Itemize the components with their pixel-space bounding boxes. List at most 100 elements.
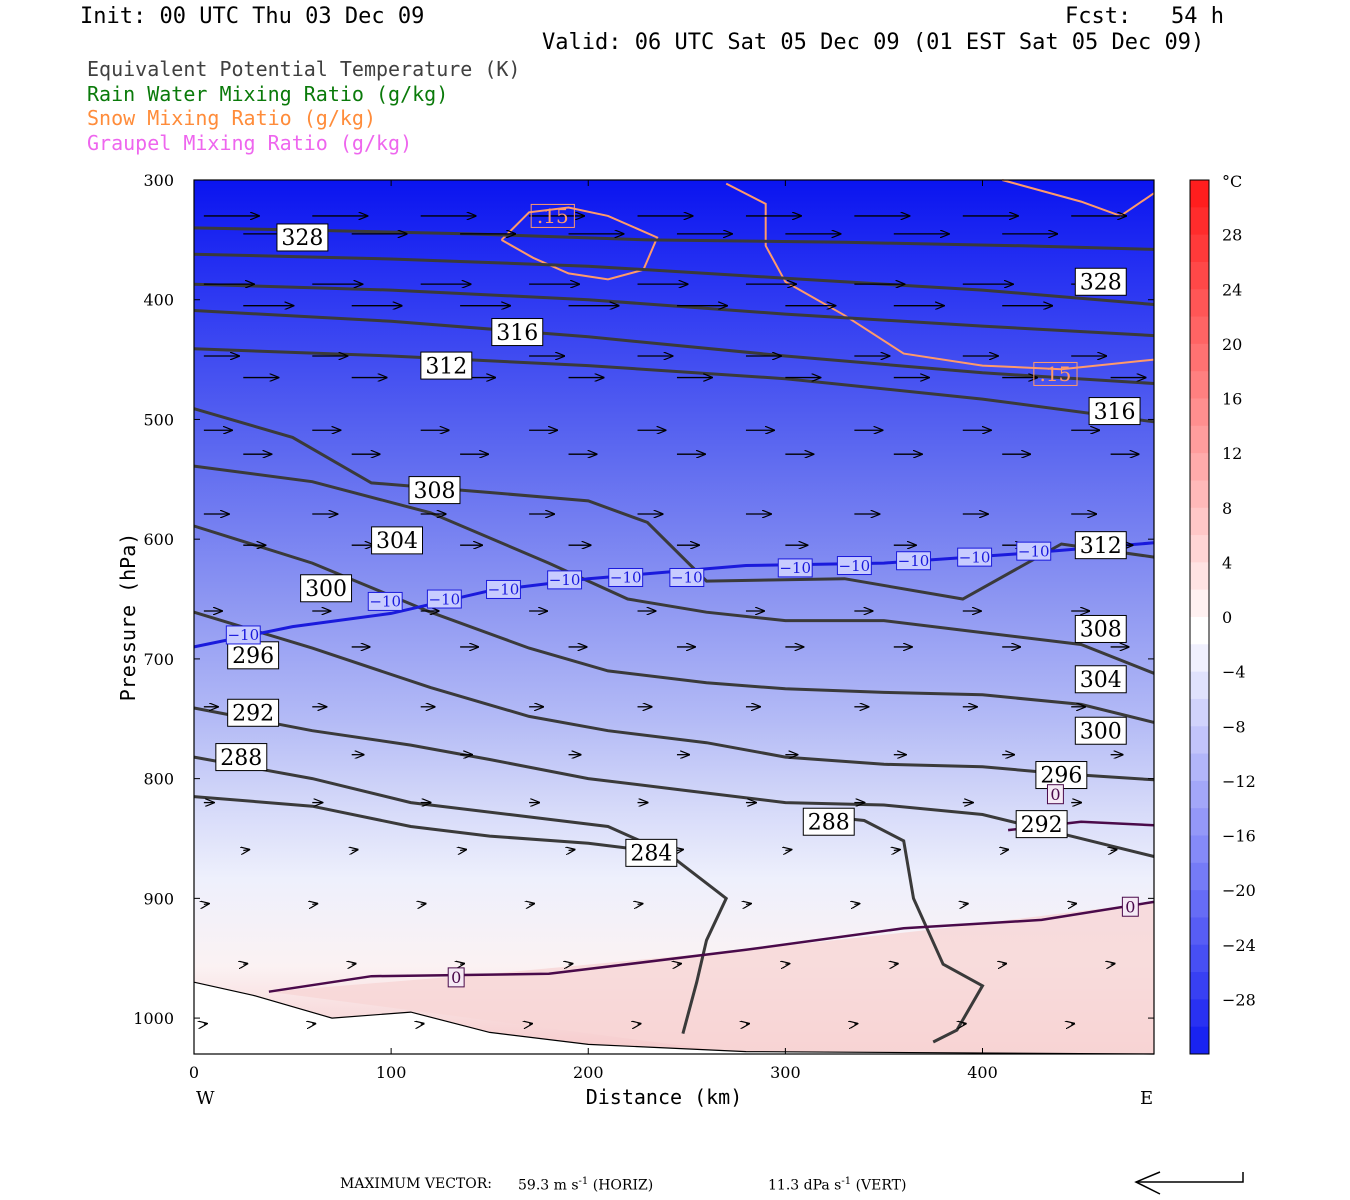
contour-label: 288: [220, 746, 262, 771]
colorbar-segment: [1190, 425, 1209, 454]
vert-exp: -1: [841, 1176, 852, 1187]
horiz-tag: (HORIZ): [592, 1177, 654, 1194]
wind-vector: [1002, 964, 1006, 965]
contour-label: −10: [779, 559, 811, 577]
x-tick-label: 400: [967, 1063, 998, 1082]
contour-label: 0: [1050, 785, 1060, 804]
colorbar-segment: [1190, 753, 1209, 782]
wind-vector: [243, 850, 249, 851]
wind-vector: [963, 904, 968, 905]
vert-tag: (VERT): [855, 1177, 907, 1194]
colorbar-tick-label: −12: [1222, 772, 1256, 791]
contour-label-box: [300, 574, 353, 603]
wind-vector: [421, 904, 426, 905]
contour-label-box: [1074, 267, 1127, 296]
contour-label-box: [420, 351, 473, 380]
contour-label-box: [367, 591, 403, 611]
vert-unit: dPa s: [803, 1177, 842, 1194]
contour-label: 304: [1080, 668, 1122, 693]
legend-snow: Snow Mixing Ratio (g/kg): [87, 106, 376, 130]
theta-e-contour-308-5: [193, 407, 1155, 601]
colorbar-tick-label: 12: [1222, 444, 1242, 463]
contour-label: 308: [413, 479, 455, 504]
vert-value: 11.3: [768, 1177, 800, 1194]
colorbar-segment: [1190, 617, 1209, 645]
contour-label-box: [669, 567, 705, 587]
theta-e-contour-320-2: [193, 282, 1155, 338]
colorbar-segment: [1190, 890, 1209, 918]
zero-degree-contour-0: [268, 900, 1155, 993]
wind-vector: [569, 850, 575, 851]
y-tick-label: 900: [143, 889, 174, 908]
colorbar-tick-label: 28: [1222, 226, 1242, 245]
colorbar-segment: [1190, 316, 1209, 345]
wind-vector: [894, 964, 898, 965]
colorbar-segment: [1190, 862, 1209, 891]
contour-label: 328: [281, 226, 323, 251]
colorbar-segment: [1190, 589, 1209, 618]
wind-vector: [1111, 850, 1117, 851]
colorbar-segment: [1190, 261, 1209, 290]
theta-e-contour-316-3: [193, 309, 1155, 385]
contour-label: 328: [1080, 270, 1122, 295]
wind-vector: [785, 850, 791, 851]
x-axis-label: Distance (km): [586, 1085, 743, 1109]
colorbar-tick-label: −28: [1222, 990, 1256, 1009]
contour-label: .15: [537, 204, 569, 228]
colorbar-segment: [1190, 698, 1209, 727]
theta-e-contour-296-8: [193, 610, 1155, 782]
colorbar-segment: [1190, 917, 1209, 946]
y-tick-label: 600: [143, 530, 174, 549]
x-tick-label: 0: [189, 1063, 199, 1082]
colorbar-segment: [1190, 972, 1209, 1000]
colorbar-segment: [1190, 671, 1209, 700]
colorbar-segment: [1190, 371, 1209, 399]
contour-label-box: [1074, 716, 1127, 745]
wind-vector: [677, 850, 683, 851]
colorbar-segment: [1190, 207, 1209, 236]
contour-label: 316: [1094, 400, 1136, 425]
contour-label: 292: [232, 701, 274, 726]
wind-vector: [460, 964, 464, 965]
init-time: Init: 00 UTC Thu 03 Dec 09: [80, 4, 425, 29]
contour-label: −10: [839, 557, 871, 575]
colorbar-segment: [1190, 808, 1209, 836]
contour-label-box: [1074, 614, 1127, 643]
wind-vector: [1002, 850, 1008, 851]
colorbar-segment: [1190, 507, 1209, 536]
wind-vector: [854, 904, 859, 905]
y-tick-label: 800: [143, 770, 174, 789]
contour-label: 308: [1080, 618, 1122, 643]
colorbar-tick-label: 20: [1222, 335, 1242, 354]
colorbar-unit: °C: [1222, 172, 1242, 191]
contour-label: 0: [451, 968, 461, 987]
contour-label-box: [215, 743, 268, 772]
y-tick-label: 500: [143, 410, 174, 429]
plot-frame: [193, 179, 1155, 1055]
colorbar-tick-label: 8: [1222, 499, 1232, 518]
colorbar-tick-label: −8: [1222, 717, 1246, 736]
contour-label-box: [1033, 361, 1078, 386]
contour-label-box: [486, 579, 521, 599]
theta-e-contour-324-1: [193, 252, 1155, 306]
wind-vector: [529, 904, 534, 905]
contour-label: 292: [1021, 813, 1063, 838]
colorbar-segment: [1190, 562, 1209, 591]
contour-label-box: [408, 476, 461, 505]
max-vector-horiz: 59.3 m s-1 (HORIZ): [518, 1176, 653, 1194]
contour-label-box: [1015, 810, 1068, 839]
legend-graupel: Graupel Mixing Ratio (g/kg): [87, 131, 413, 155]
colorbar-segment: [1190, 726, 1209, 755]
contour-label: −10: [549, 571, 581, 589]
horiz-exp: -1: [578, 1176, 589, 1187]
wind-vector: [352, 964, 356, 965]
contour-label-box: [491, 318, 544, 347]
snow-contour-2: [1001, 179, 1155, 218]
contour-label: −10: [227, 626, 259, 644]
horiz-value: 59.3: [518, 1177, 550, 1194]
wind-vector: [352, 850, 358, 851]
colorbar-segment: [1190, 535, 1209, 563]
y-tick-label: 1000: [133, 1009, 174, 1028]
wind-vector: [243, 964, 247, 965]
contour-label-box: [777, 558, 813, 578]
